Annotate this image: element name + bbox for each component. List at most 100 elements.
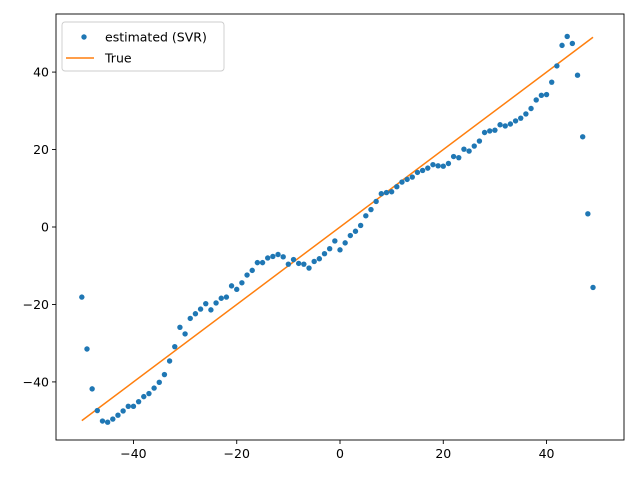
data-point xyxy=(404,176,410,183)
data-point xyxy=(378,190,385,197)
plot-area xyxy=(79,33,596,425)
data-point xyxy=(99,418,106,424)
data-point xyxy=(409,174,415,180)
data-point xyxy=(574,72,581,78)
y-tick-label: 20 xyxy=(33,142,49,157)
data-point xyxy=(161,371,168,378)
data-point xyxy=(146,390,152,397)
data-point xyxy=(306,265,312,271)
data-point xyxy=(79,294,85,300)
data-point xyxy=(585,211,591,217)
data-point xyxy=(326,245,333,252)
data-point xyxy=(419,167,426,174)
data-point xyxy=(104,419,111,425)
data-point xyxy=(533,97,539,103)
data-point xyxy=(115,412,121,418)
data-point xyxy=(425,165,431,171)
data-point xyxy=(347,232,354,239)
x-tick-label: −40 xyxy=(120,446,146,461)
data-point xyxy=(89,386,95,392)
data-point xyxy=(435,163,441,169)
data-point xyxy=(466,148,472,154)
data-point xyxy=(543,91,550,98)
data-point xyxy=(135,398,142,405)
data-point xyxy=(502,123,508,129)
data-point xyxy=(249,267,255,274)
data-point xyxy=(244,272,250,278)
data-point xyxy=(280,254,286,260)
data-point xyxy=(254,259,261,266)
data-point xyxy=(265,255,271,261)
legend-marker-scatter xyxy=(81,34,87,40)
data-point xyxy=(259,259,266,266)
data-point xyxy=(394,184,400,190)
y-tick-label: 0 xyxy=(41,220,49,235)
data-point xyxy=(357,222,364,229)
data-point xyxy=(321,251,328,257)
data-point xyxy=(311,258,317,265)
data-point xyxy=(549,79,555,85)
data-point xyxy=(203,300,209,307)
data-point xyxy=(120,408,126,414)
data-point xyxy=(518,115,524,121)
data-point xyxy=(275,251,281,258)
data-point xyxy=(166,358,173,364)
data-point xyxy=(141,393,147,400)
data-point xyxy=(337,247,343,253)
data-point xyxy=(228,283,235,289)
data-point xyxy=(301,261,307,267)
data-point xyxy=(363,213,369,219)
data-point xyxy=(383,189,390,196)
data-point xyxy=(156,379,162,385)
data-point xyxy=(538,92,545,99)
data-point xyxy=(554,63,560,69)
legend-label: estimated (SVR) xyxy=(105,30,207,45)
data-point xyxy=(172,343,178,350)
data-point xyxy=(414,169,421,176)
data-point xyxy=(373,198,379,205)
data-point xyxy=(388,189,395,195)
data-point xyxy=(523,111,529,117)
data-point xyxy=(177,324,183,330)
data-point xyxy=(471,143,477,149)
data-point xyxy=(564,33,570,40)
data-point xyxy=(125,403,131,410)
x-tick-label: 0 xyxy=(336,446,344,461)
data-point xyxy=(151,385,157,391)
data-point xyxy=(295,260,302,267)
data-point xyxy=(487,128,493,134)
data-point xyxy=(492,127,498,133)
data-point xyxy=(342,240,348,246)
x-tick-label: −20 xyxy=(224,446,250,461)
data-point xyxy=(481,129,488,136)
y-tick-label: 40 xyxy=(33,65,49,80)
y-tick-label: −40 xyxy=(23,374,49,389)
data-point xyxy=(450,153,457,160)
data-point xyxy=(528,105,534,112)
legend-box xyxy=(61,21,225,72)
data-point xyxy=(270,253,276,260)
x-tick-label: 20 xyxy=(435,446,451,461)
y-tick-label: −20 xyxy=(23,297,49,312)
data-point xyxy=(285,261,292,267)
data-point xyxy=(290,256,297,263)
data-point xyxy=(368,206,374,213)
data-point xyxy=(456,154,462,161)
data-point xyxy=(213,300,219,306)
data-point xyxy=(187,315,193,322)
data-point xyxy=(208,307,214,313)
data-point xyxy=(223,294,230,300)
data-point xyxy=(130,403,137,410)
series-line-true xyxy=(81,36,594,422)
data-point xyxy=(445,160,452,167)
data-point xyxy=(440,163,446,169)
legend-label: True xyxy=(104,51,132,66)
data-point xyxy=(512,118,519,124)
x-tick-label: 40 xyxy=(539,446,555,461)
axis-ticks: −40 −20 0 20 40 −40 −20 0 20 40 xyxy=(23,65,555,461)
data-point xyxy=(476,138,483,144)
data-point xyxy=(430,161,436,168)
